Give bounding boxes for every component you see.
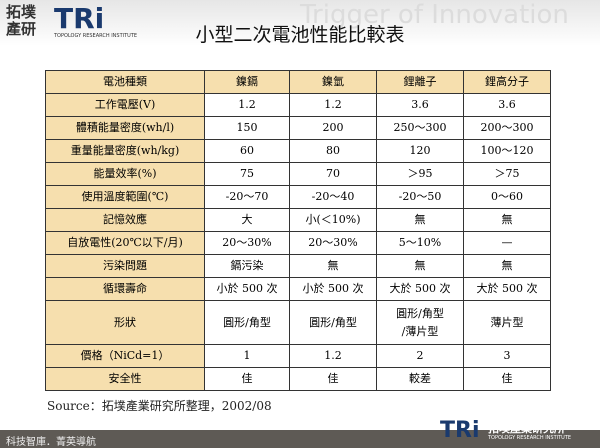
- row-label: 工作電壓(V): [45, 93, 205, 117]
- cell: 較差: [376, 367, 464, 391]
- title: 小型二次電池性能比較表: [195, 24, 405, 46]
- header-cell: 鎳氫: [289, 70, 377, 94]
- cell: 1: [204, 344, 290, 368]
- header-cell: 電池種類: [45, 70, 205, 94]
- cell: 250～300: [376, 116, 464, 140]
- cell: 150: [204, 116, 290, 140]
- cell: 75: [204, 162, 290, 186]
- cell: 120: [376, 139, 464, 163]
- header-cell: 鋰高分子: [463, 70, 551, 94]
- table-row: 記憶效應大小(＜10%) 無無: [45, 208, 551, 232]
- footer-logo-subtitle: TOPOLOGY RESEARCH INSTITUTE: [488, 435, 572, 441]
- cell: 薄片型: [463, 300, 551, 345]
- row-label: 循環壽命: [45, 277, 205, 301]
- cell: -20～50: [376, 185, 464, 209]
- cell: 20～30%: [204, 231, 290, 255]
- table-row: 重量能量密度(wh/kg) 60 80 120 100～120: [45, 139, 551, 163]
- cell: 無: [289, 254, 377, 278]
- tagline: Trigger of Innovation: [300, 0, 569, 30]
- cell: -20～40: [289, 185, 377, 209]
- cell: 大於 500 次: [463, 277, 551, 301]
- cell: 80: [289, 139, 377, 163]
- row-label: 能量效率(%): [45, 162, 205, 186]
- row-label: 安全性: [45, 367, 205, 391]
- cell: 60: [204, 139, 290, 163]
- table-row: 價格（NiCd=1） 1 1.2 2 3: [45, 344, 551, 368]
- logo: TRi: [54, 2, 105, 35]
- table-row: 污染問題 鎘污染無無無: [45, 254, 551, 278]
- cell: 大: [204, 208, 290, 232]
- cell: 1.2: [204, 93, 290, 117]
- table-row: 自放電性(20℃以下/月) 20～30% 20～30% 5～10% —: [45, 231, 551, 255]
- row-label: 體積能量密度(wh/l): [45, 116, 205, 140]
- cell: 3.6: [463, 93, 551, 117]
- cell: 200: [289, 116, 377, 140]
- cell: 鎘污染: [204, 254, 290, 278]
- slogan: 科技智庫．菁英導航: [6, 437, 96, 448]
- cell: 5～10%: [376, 231, 464, 255]
- footer-logo: TRi: [440, 418, 480, 443]
- table-row: 使用溫度範圍(℃) -20～70 -20～40 -20～50 0～60: [45, 185, 551, 209]
- table-row: 能量效率(%) 75 70 ＞95 ＞75: [45, 162, 551, 186]
- cell: 無: [376, 208, 464, 232]
- cell: 1.2: [289, 93, 377, 117]
- cell: 2: [376, 344, 464, 368]
- table-row: 安全性佳佳較差佳: [45, 367, 551, 391]
- footer-band: [0, 430, 600, 448]
- cell: 3: [463, 344, 551, 368]
- cell: 佳: [463, 367, 551, 391]
- cell: 無: [463, 254, 551, 278]
- cell: 20～30%: [289, 231, 377, 255]
- cell: 3.6: [376, 93, 464, 117]
- comparison-table: 電池種類 鎳鎘 鎳氫 鋰離子 鋰高分子 工作電壓(V) 1.2 1.2 3.6 3.6 體積能量密度…: [45, 70, 551, 391]
- cell: 200～300: [463, 116, 551, 140]
- cell: 無: [463, 208, 551, 232]
- cell: 佳: [289, 367, 377, 391]
- cell: 小於 500 次: [204, 277, 290, 301]
- row-label: 重量能量密度(wh/kg): [45, 139, 205, 163]
- table-row: 循環壽命 小於 500 次小於 500 次大於 500 次大於 500 次: [45, 277, 551, 301]
- cell: 小(＜10%): [289, 208, 377, 232]
- header-row: 電池種類 鎳鎘 鎳氫 鋰離子 鋰高分子: [45, 70, 551, 94]
- cell: ＞95: [376, 162, 464, 186]
- cell: 大於 500 次: [376, 277, 464, 301]
- footer-logo-text: 拓墣產業研究所: [488, 422, 565, 435]
- row-label: 使用溫度範圍(℃): [45, 185, 205, 209]
- cell: 小於 500 次: [289, 277, 377, 301]
- cell: 圓形/角型: [204, 300, 290, 345]
- logo-subtitle: TOPOLOGY RESEARCH INSTITUTE: [54, 33, 138, 39]
- row-label: 污染問題: [45, 254, 205, 278]
- cell: —: [463, 231, 551, 255]
- cell: 圓形/角型: [289, 300, 377, 345]
- row-label: 自放電性(20℃以下/月): [45, 231, 205, 255]
- cell: 圓形/角型 /薄片型: [376, 300, 464, 345]
- cell: 佳: [204, 367, 290, 391]
- source: Source：拓墣產業研究所整理，2002/08: [47, 399, 272, 413]
- cell: 1.2: [289, 344, 377, 368]
- cell: 100～120: [463, 139, 551, 163]
- row-label: 記憶效應: [45, 208, 205, 232]
- cell: ＞75: [463, 162, 551, 186]
- logo-text: 拓墣產研: [6, 3, 37, 38]
- table-row: 形狀 圓形/角型 圓形/角型 圓形/角型 /薄片型 薄片型: [45, 300, 551, 345]
- header-band: [0, 0, 600, 46]
- cell: 0～60: [463, 185, 551, 209]
- row-label: 價格（NiCd=1）: [45, 344, 205, 368]
- row-label: 形狀: [45, 300, 205, 345]
- cell: 無: [376, 254, 464, 278]
- table-row: 體積能量密度(wh/l) 150 200 250～300 200～300: [45, 116, 551, 140]
- header-cell: 鎳鎘: [204, 70, 290, 94]
- table-row: 工作電壓(V) 1.2 1.2 3.6 3.6: [45, 93, 551, 117]
- header-cell: 鋰離子: [376, 70, 464, 94]
- cell: -20～70: [204, 185, 290, 209]
- cell: 70: [289, 162, 377, 186]
